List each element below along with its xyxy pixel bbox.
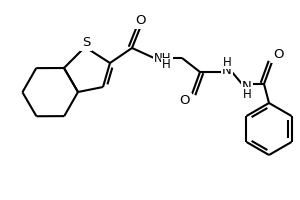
- Text: O: O: [136, 15, 146, 27]
- Text: H: H: [243, 88, 251, 100]
- Text: H: H: [162, 58, 170, 72]
- Text: NH: NH: [154, 51, 172, 64]
- Text: N: N: [222, 64, 232, 76]
- Text: S: S: [82, 36, 90, 49]
- Text: O: O: [180, 95, 190, 108]
- Text: H: H: [223, 55, 231, 68]
- Text: N: N: [242, 79, 252, 92]
- Text: O: O: [273, 48, 283, 62]
